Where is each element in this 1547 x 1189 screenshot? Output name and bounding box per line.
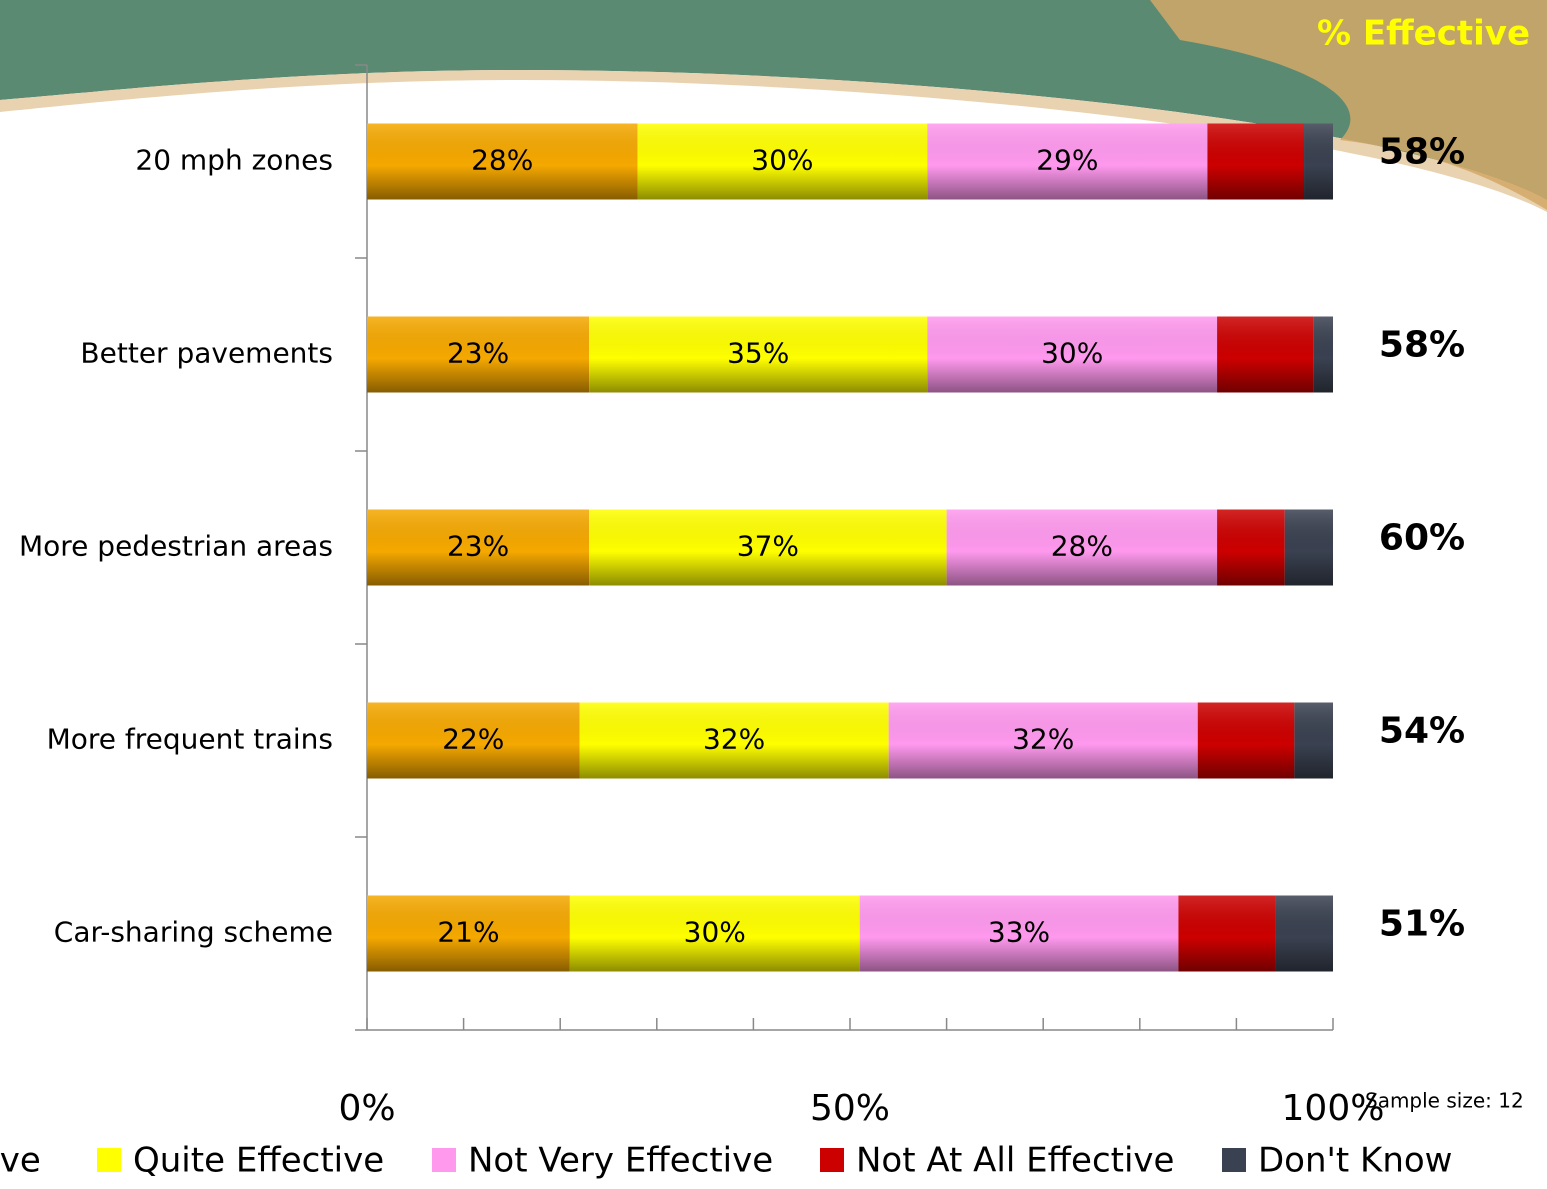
- legend-swatch: [432, 1148, 456, 1172]
- bar-label: 32%: [1012, 723, 1074, 756]
- x-tick-label: 100%: [1282, 1088, 1385, 1129]
- legend-swatch: [97, 1148, 121, 1172]
- bar-shade: [1197, 702, 1295, 779]
- bar-shade: [367, 702, 580, 779]
- category-label: 20 mph zones: [135, 144, 333, 177]
- bar-shade: [1294, 702, 1333, 779]
- banner-texture: [1150, 0, 1547, 210]
- total-label: 54%: [1379, 711, 1465, 752]
- bar-shade: [589, 316, 928, 393]
- bar-label: 33%: [988, 916, 1050, 949]
- bar-shade: [946, 509, 1218, 586]
- bar-label: 28%: [471, 144, 533, 177]
- bar-label: 35%: [727, 337, 789, 370]
- total-label: 58%: [1379, 132, 1465, 173]
- legend-label: Don't Know: [1258, 1141, 1452, 1181]
- bar-shade: [637, 123, 928, 200]
- category-label: Car-sharing scheme: [54, 916, 333, 949]
- totals-title: % Effective: [1317, 14, 1530, 54]
- total-label: 51%: [1379, 904, 1465, 945]
- bar-shade: [1207, 123, 1305, 200]
- bar-label: 21%: [437, 916, 499, 949]
- bar-shade: [1217, 509, 1285, 586]
- bar-label: 22%: [442, 723, 504, 756]
- bar-shade: [1313, 316, 1333, 393]
- bar-shade: [888, 702, 1198, 779]
- bar-shade: [1304, 123, 1333, 200]
- bar-shade: [367, 895, 570, 972]
- legend-swatch: [1222, 1148, 1246, 1172]
- bar-shade: [367, 509, 590, 586]
- bar-label: 32%: [703, 723, 765, 756]
- bar-label: 30%: [751, 144, 813, 177]
- legend-swatch: [820, 1148, 844, 1172]
- total-label: 60%: [1379, 518, 1465, 559]
- bar-shade: [569, 895, 860, 972]
- bar-shade: [1275, 895, 1333, 972]
- bar-shade: [579, 702, 889, 779]
- banner: [0, 0, 1547, 200]
- bar-label: 29%: [1036, 144, 1098, 177]
- category-label: More pedestrian areas: [19, 530, 333, 563]
- bar-label: 23%: [447, 337, 509, 370]
- bar-shade: [927, 316, 1218, 393]
- bar-label: 30%: [1041, 337, 1103, 370]
- note: Sample size: 12: [1365, 1089, 1524, 1113]
- bar-shade: [1217, 316, 1314, 393]
- bar-shade: [589, 509, 947, 586]
- x-tick-label: 0%: [338, 1088, 395, 1129]
- legend-label: Quite Effective: [133, 1141, 384, 1181]
- bar-label: 30%: [684, 916, 746, 949]
- bar-label: 28%: [1051, 530, 1113, 563]
- total-label: 58%: [1379, 325, 1465, 366]
- legend-label: Not Very Effective: [468, 1141, 773, 1181]
- bar-label: 23%: [447, 530, 509, 563]
- bar-label: 37%: [737, 530, 799, 563]
- bar-shade: [367, 123, 638, 200]
- bar-shade: [859, 895, 1179, 972]
- bar-shade: [1284, 509, 1333, 586]
- bar-shade: [367, 316, 590, 393]
- bar-shade: [927, 123, 1208, 200]
- legend-label: Not At All Effective: [856, 1141, 1174, 1181]
- category-label: More frequent trains: [47, 723, 333, 756]
- x-tick-label: 50%: [810, 1088, 890, 1129]
- legend-label: Very Effective: [0, 1141, 41, 1181]
- bar-shade: [1178, 895, 1276, 972]
- category-label: Better pavements: [80, 337, 333, 370]
